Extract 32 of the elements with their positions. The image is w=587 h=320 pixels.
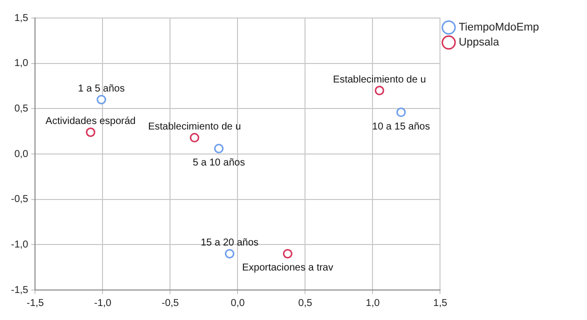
point	[190, 132, 200, 142]
point	[214, 144, 224, 154]
point	[396, 108, 406, 118]
point	[86, 127, 96, 137]
point	[224, 248, 234, 258]
annotation: 1 a 5 años	[78, 84, 125, 95]
y-tick-label: 0,5	[14, 103, 29, 114]
point	[374, 86, 384, 96]
annotation: Exportaciones a trav	[242, 262, 334, 274]
x-tick-label: 1,5	[433, 298, 448, 309]
y-tick-label: -1,0	[10, 239, 29, 250]
annotation: 15 a 20 años	[200, 238, 259, 249]
legend-label: TiempoMdoEmp	[458, 22, 540, 34]
annotation: Establecimiento de u	[148, 122, 241, 133]
y-tick-label: -1,5	[10, 284, 29, 296]
annotation: Actividades esporád	[46, 116, 136, 128]
legend-label: Uppsala	[458, 36, 500, 49]
y-tick-label: 0,0	[14, 148, 29, 160]
x-tick-label: 1,0	[366, 298, 380, 309]
y-tick-label: 1,0	[14, 58, 29, 70]
annotation: 10 a 15 años	[372, 121, 430, 132]
x-tick-label: 0,0	[230, 298, 246, 309]
x-tick-label: -0,5	[162, 298, 180, 309]
point	[96, 94, 106, 104]
annotation: Establecimiento de u	[333, 74, 426, 86]
point	[282, 248, 292, 258]
x-tick-label: 0,5	[298, 298, 313, 309]
y-tick-label: 1,5	[14, 12, 29, 24]
annotation: 5 a 10 años	[192, 158, 245, 169]
y-tick-label: -0,5	[10, 194, 29, 206]
x-tick-label: -1,5	[26, 298, 44, 309]
x-tick-label: -1,0	[94, 298, 112, 309]
